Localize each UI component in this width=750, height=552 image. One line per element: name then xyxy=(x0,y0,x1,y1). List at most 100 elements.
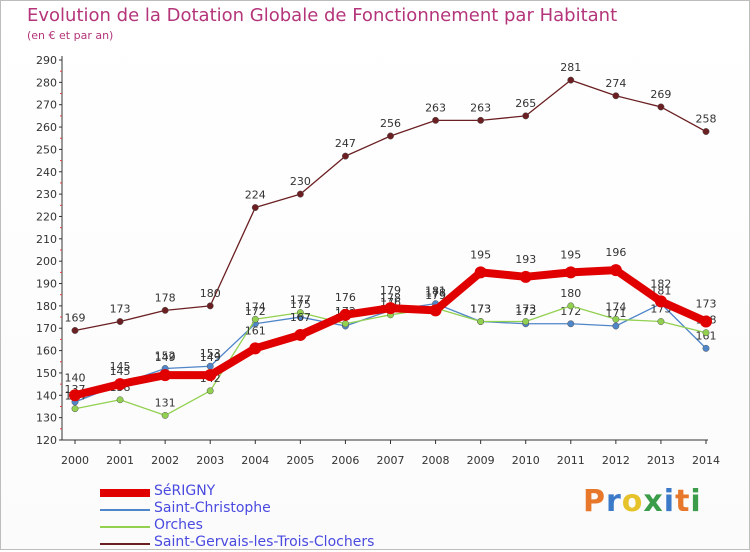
data-label: 140 xyxy=(65,371,86,384)
data-label: 149 xyxy=(200,351,221,364)
data-label: 153 xyxy=(200,347,221,360)
data-label: 145 xyxy=(110,360,131,373)
data-point xyxy=(296,190,304,198)
data-label: 173 xyxy=(470,303,491,316)
proxiti-logo: Proxiti xyxy=(583,484,702,519)
data-point xyxy=(612,92,620,100)
chart-legend: SéRIGNY Saint-Christophe Orches Saint-Gerva… xyxy=(100,483,420,552)
data-point xyxy=(71,405,79,413)
y-tick-label: 200 xyxy=(36,255,57,268)
series-orches: 1341381311421741771721761791731731801741… xyxy=(65,287,717,419)
y-tick-label: 240 xyxy=(36,166,57,179)
data-label: 182 xyxy=(650,277,671,290)
chart-title: Evolution de la Dotation Globale de Fonc… xyxy=(27,5,618,26)
data-label: 179 xyxy=(380,284,401,297)
data-point xyxy=(432,116,440,124)
data-point xyxy=(657,103,665,111)
data-point xyxy=(654,295,667,308)
data-point xyxy=(204,369,217,382)
data-point xyxy=(116,396,124,404)
x-tick-label: 2002 xyxy=(151,454,179,467)
logo-letter: o xyxy=(621,484,644,519)
x-tick-label: 2001 xyxy=(106,454,134,467)
data-label: 193 xyxy=(515,253,536,266)
data-label: 263 xyxy=(425,101,446,114)
series-saint-gervais-les-trois-clochers: 169 173 178 180 224 230 247 256 263 263 265 281 274 2… xyxy=(65,61,717,334)
y-tick-label: 150 xyxy=(36,367,57,380)
data-point xyxy=(161,306,169,314)
data-label: 145 xyxy=(110,365,131,378)
y-tick-label: 140 xyxy=(36,389,57,402)
data-point xyxy=(69,389,81,402)
data-point xyxy=(71,327,79,334)
y-tick-label: 130 xyxy=(36,412,57,425)
chart-subtitle: (en € et par an) xyxy=(27,29,114,42)
data-label: 258 xyxy=(696,113,717,126)
data-label: 178 xyxy=(155,291,176,304)
data-point xyxy=(657,318,665,325)
logo-letter: i xyxy=(690,484,702,519)
data-point xyxy=(700,315,712,328)
legend-swatch xyxy=(100,526,150,528)
data-point xyxy=(612,322,620,330)
data-label: 195 xyxy=(560,248,581,261)
data-label: 174 xyxy=(605,300,626,313)
data-label: 281 xyxy=(560,61,581,74)
data-point xyxy=(429,304,442,317)
data-point xyxy=(612,315,620,323)
data-label: 269 xyxy=(650,88,671,101)
y-tick-label: 290 xyxy=(36,54,57,67)
legend-label: Saint-Christophe xyxy=(154,500,271,516)
data-label: 174 xyxy=(245,300,266,313)
data-label: 169 xyxy=(65,311,86,324)
legend-swatch xyxy=(100,509,150,511)
data-label: 181 xyxy=(425,285,446,298)
data-point xyxy=(251,204,259,211)
data-point xyxy=(567,320,575,328)
data-label: 179 xyxy=(425,289,446,302)
x-tick-label: 2008 xyxy=(422,454,450,467)
x-tick-label: 2003 xyxy=(196,454,224,467)
data-label: 173 xyxy=(470,303,491,316)
data-label: 247 xyxy=(335,137,356,150)
data-point xyxy=(251,315,259,323)
x-tick-label: 2004 xyxy=(241,454,269,467)
data-point xyxy=(206,387,214,395)
x-tick-label: 2014 xyxy=(692,454,720,467)
y-tick-label: 210 xyxy=(36,233,57,246)
data-label: 131 xyxy=(155,396,176,409)
legend-label: Saint-Gervais-les-Trois-Clochers xyxy=(154,534,375,550)
y-tick-label: 260 xyxy=(36,121,57,134)
data-point xyxy=(339,308,352,321)
y-tick-label: 220 xyxy=(36,210,57,223)
y-tick-label: 120 xyxy=(36,434,57,447)
data-label: 196 xyxy=(605,246,626,259)
legend-item: Saint-Christophe xyxy=(100,500,420,518)
legend-item: Orches xyxy=(100,517,420,535)
legend-label: SéRIGNY xyxy=(154,483,216,499)
data-point xyxy=(114,378,127,391)
data-label: 178 xyxy=(380,291,401,304)
legend-item: SéRIGNY xyxy=(100,483,420,501)
data-point xyxy=(522,112,530,120)
data-point xyxy=(702,344,710,352)
data-point xyxy=(567,302,575,310)
logo-letter: t xyxy=(675,484,691,519)
data-point xyxy=(341,152,349,160)
data-label: 173 xyxy=(696,298,717,311)
data-point xyxy=(477,116,485,124)
y-tick-label: 190 xyxy=(36,278,57,291)
data-point xyxy=(206,302,214,310)
data-point xyxy=(341,320,349,328)
data-point xyxy=(702,329,710,337)
data-point xyxy=(702,128,710,135)
y-tick-label: 170 xyxy=(36,322,57,335)
data-label: 256 xyxy=(380,117,401,130)
data-label: 180 xyxy=(560,287,581,300)
data-point xyxy=(116,318,124,325)
data-label: 274 xyxy=(605,77,626,90)
legend-swatch xyxy=(100,543,150,545)
data-point xyxy=(609,264,622,277)
